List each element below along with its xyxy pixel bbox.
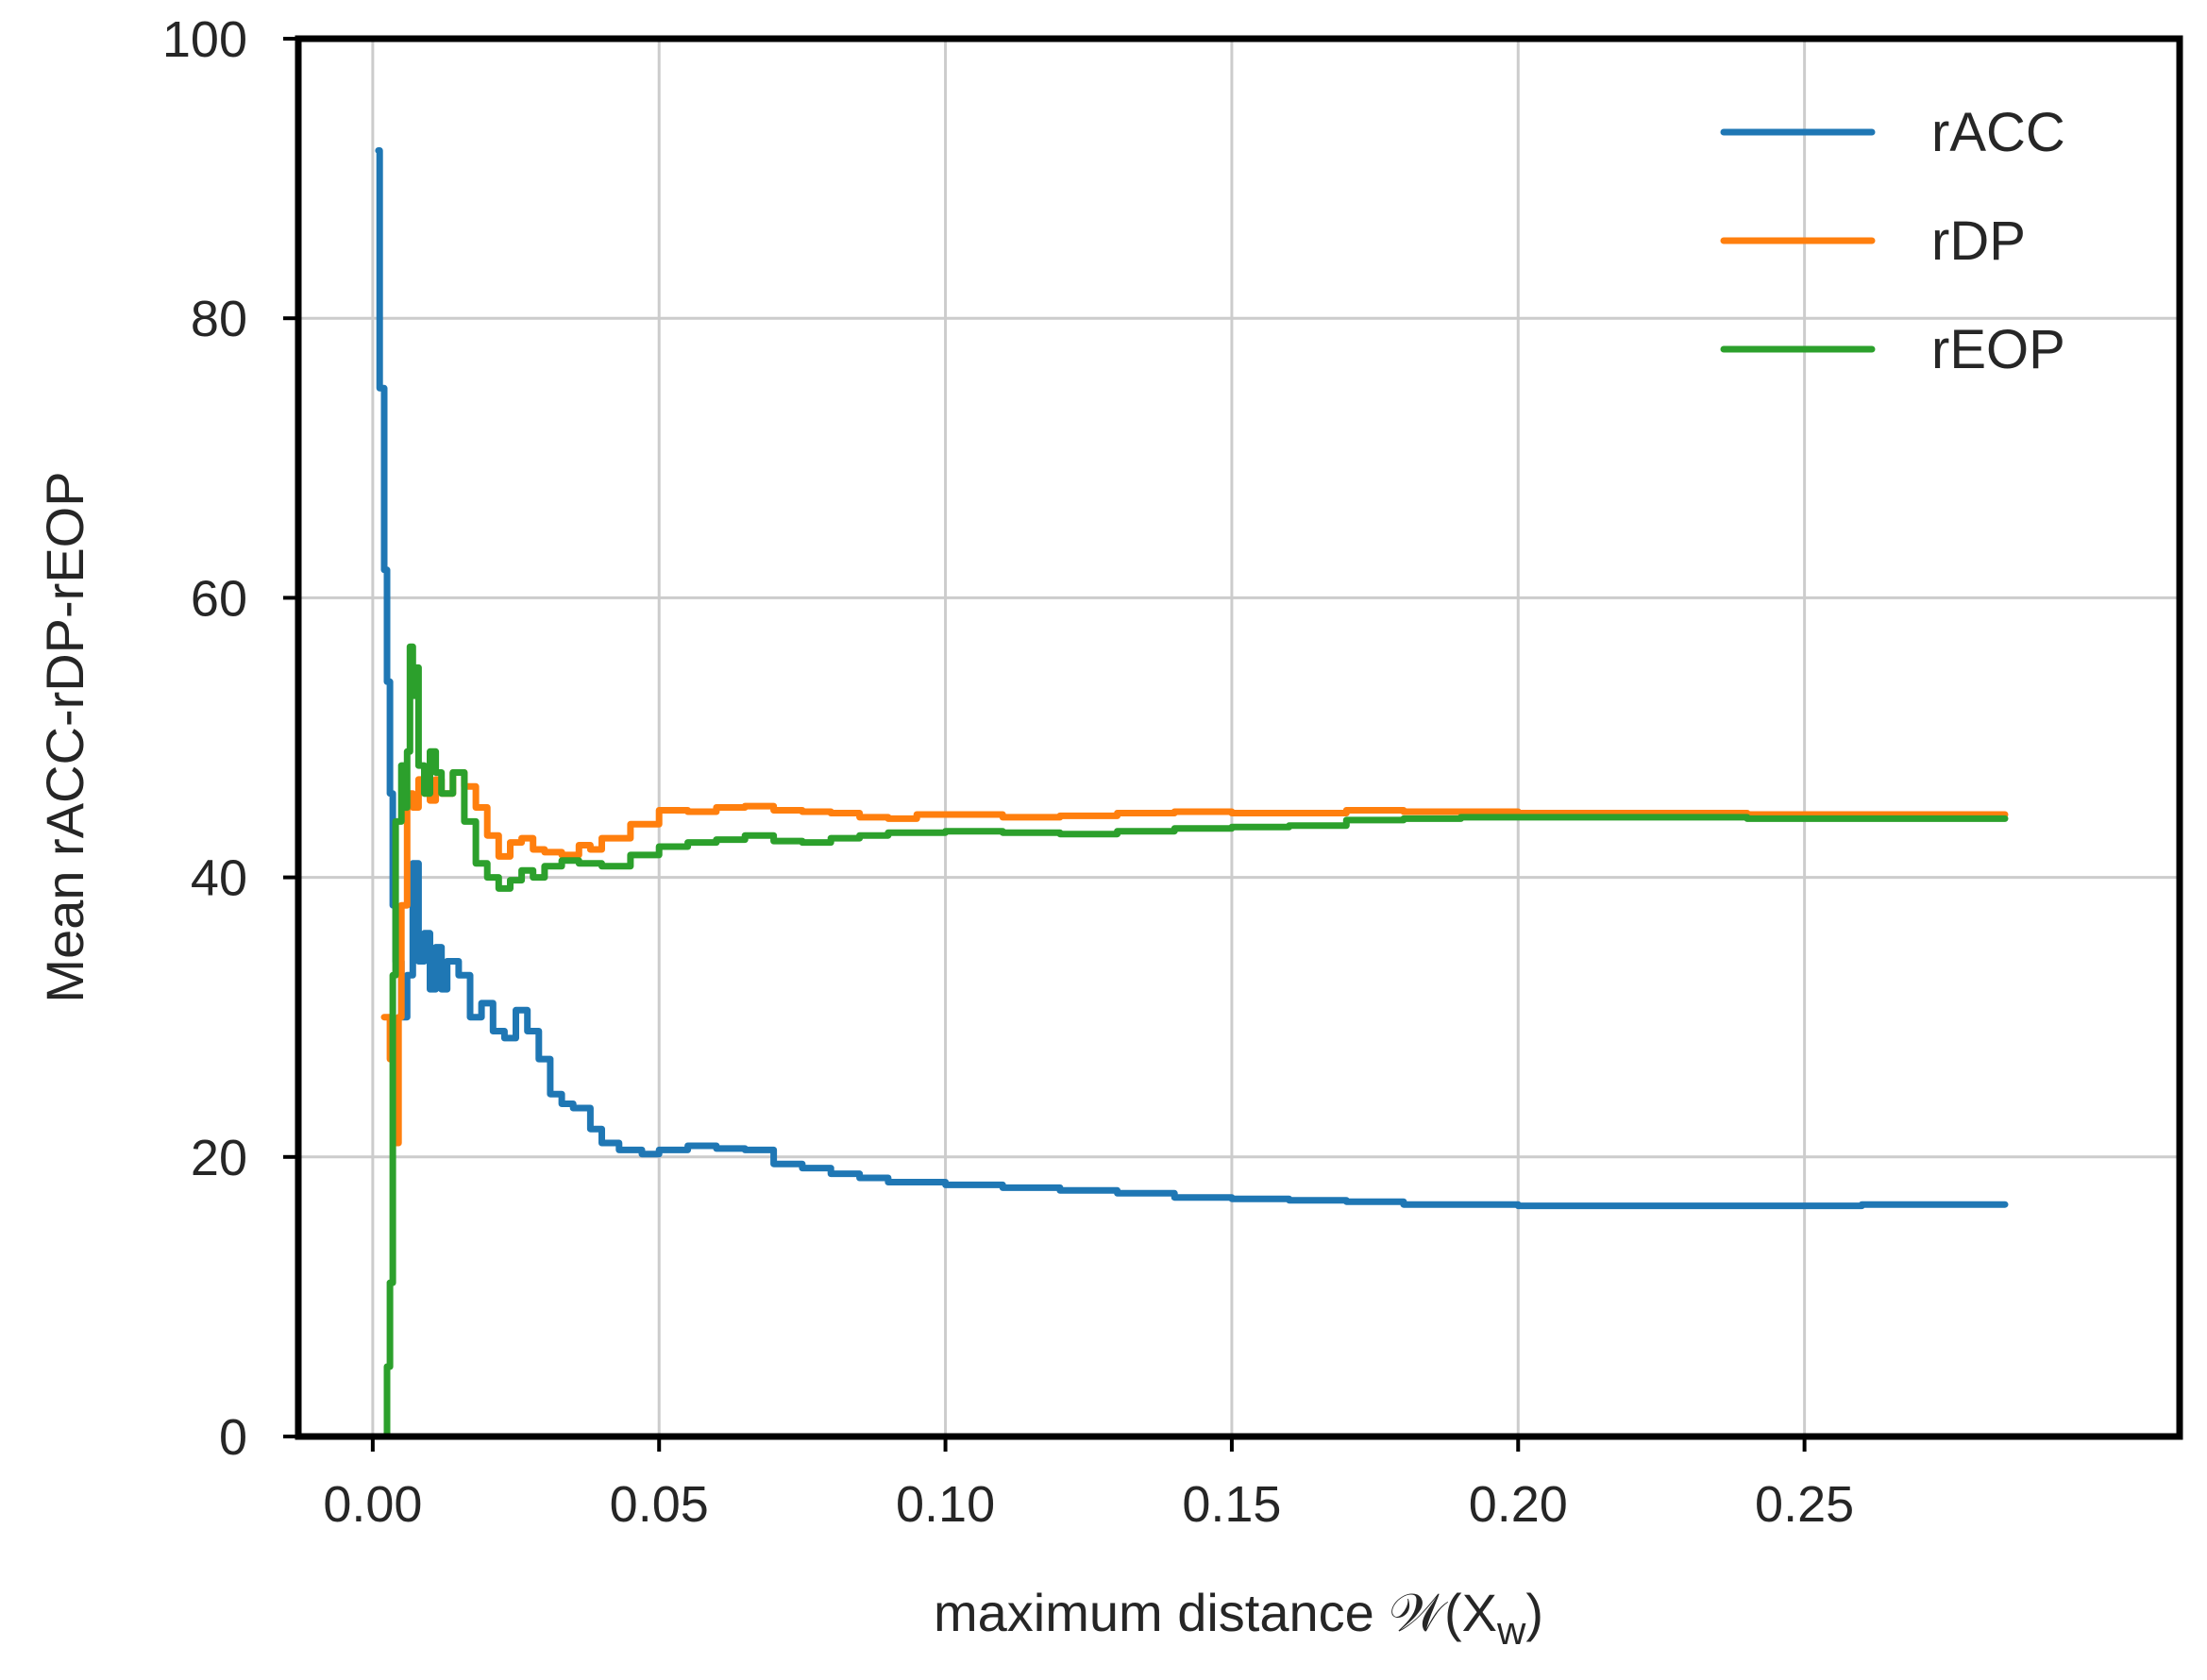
y-tick-label: 20 xyxy=(191,1130,247,1186)
y-tick-label: 40 xyxy=(191,850,247,907)
legend-label-rEOP: rEOP xyxy=(1931,319,2065,380)
y-tick-label: 60 xyxy=(191,570,247,627)
series-line-rACC xyxy=(375,147,2009,1210)
x-axis-label-close: ) xyxy=(1525,1583,1543,1642)
y-tick-label: 0 xyxy=(219,1409,247,1466)
x-axis-label: maximum distance 𝒲(Xw) xyxy=(934,1583,1543,1653)
x-tick-label: 0.00 xyxy=(323,1476,422,1533)
series-line-rEOP xyxy=(380,643,2009,1440)
x-tick-label: 0.10 xyxy=(896,1476,995,1533)
plot-frame xyxy=(295,35,2183,1440)
x-tick-label: 0.05 xyxy=(610,1476,709,1533)
y-axis-label: Mean rACC-rDP-rEOP xyxy=(35,471,94,1002)
x-tick-label: 0.25 xyxy=(1755,1476,1854,1533)
legend-label-rDP: rDP xyxy=(1931,210,2026,272)
y-tick-label: 80 xyxy=(191,291,247,347)
legend-label-rACC: rACC xyxy=(1931,102,2065,163)
grid xyxy=(298,37,2180,1438)
x-tick-label: 0.15 xyxy=(1182,1476,1281,1533)
y-tick-label: 100 xyxy=(162,11,247,68)
axis-ticks: 0.00 0.05 0.10 0.15 0.20 0.25 0 20 40 60 80 100 xyxy=(162,11,1854,1533)
x-axis-label-subscript: w xyxy=(1496,1608,1526,1653)
x-tick-label: 0.20 xyxy=(1469,1476,1568,1533)
legend: rACC rDP rEOP xyxy=(1720,102,2065,380)
series-lines xyxy=(375,147,2009,1440)
